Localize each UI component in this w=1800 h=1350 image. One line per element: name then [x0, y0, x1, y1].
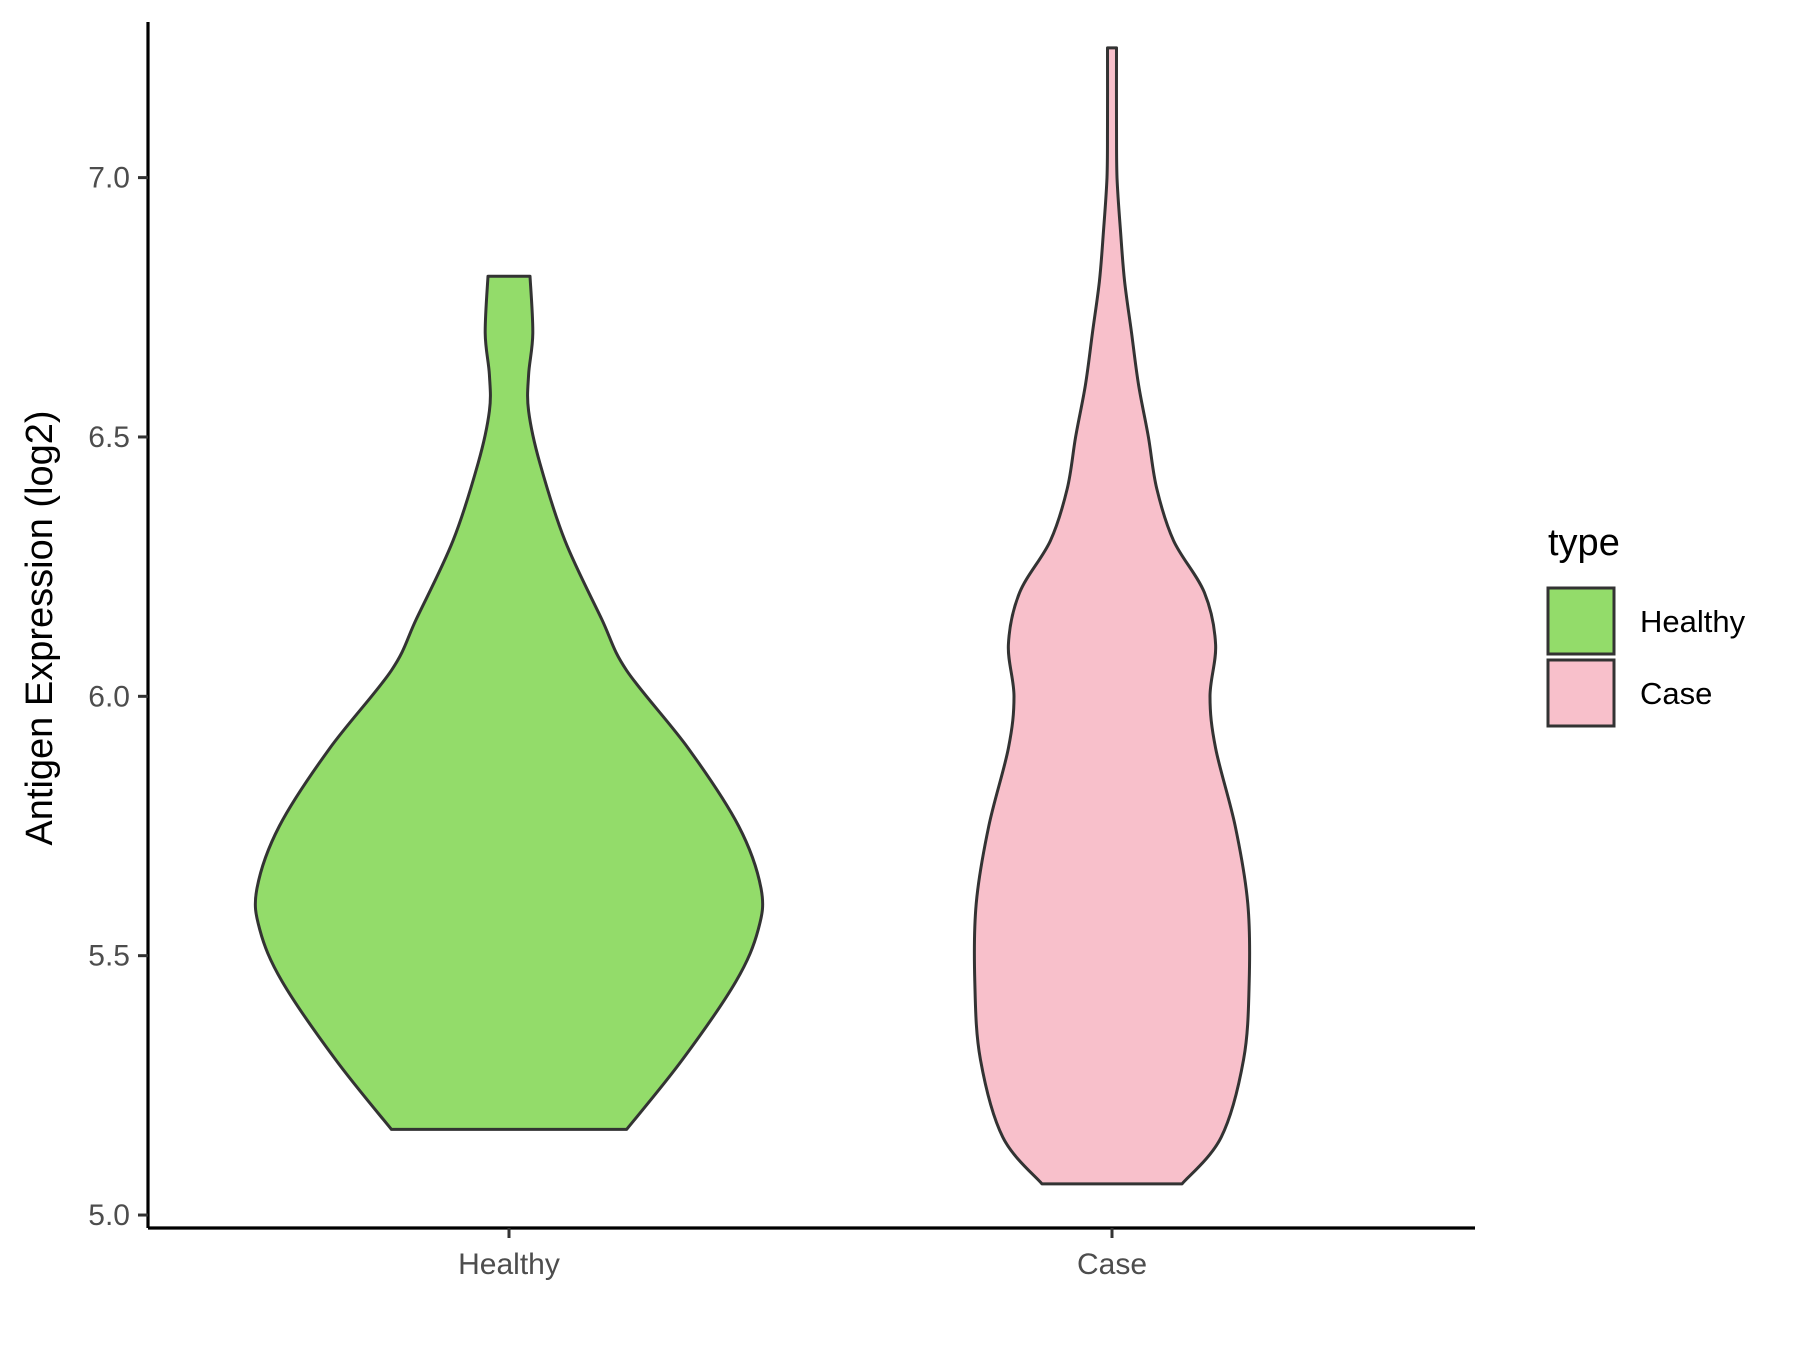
legend-title: type [1548, 522, 1620, 564]
legend-label: Healthy [1640, 604, 1746, 639]
y-tick-label: 7.0 [88, 162, 130, 195]
y-tick-label: 6.5 [88, 421, 130, 454]
y-tick-label: 5.0 [88, 1199, 130, 1232]
axes: 5.0 5.5 6.0 6.5 7.0 Healthy Case [88, 22, 1475, 1281]
legend: type Healthy Case [1546, 522, 1746, 728]
x-tick-label: Healthy [458, 1248, 560, 1281]
x-tick-label: Case [1077, 1248, 1147, 1281]
legend-key-case [1546, 658, 1616, 728]
y-tick-label: 5.5 [88, 940, 130, 973]
legend-label: Case [1640, 676, 1712, 711]
legend-key-healthy [1546, 586, 1616, 656]
violin-case [972, 46, 1252, 1186]
y-tick-label: 6.0 [88, 680, 130, 713]
y-axis-title: Antigen Expression (log2) [19, 410, 61, 845]
violin-healthy [253, 274, 765, 1131]
plot-marks [253, 46, 1252, 1186]
